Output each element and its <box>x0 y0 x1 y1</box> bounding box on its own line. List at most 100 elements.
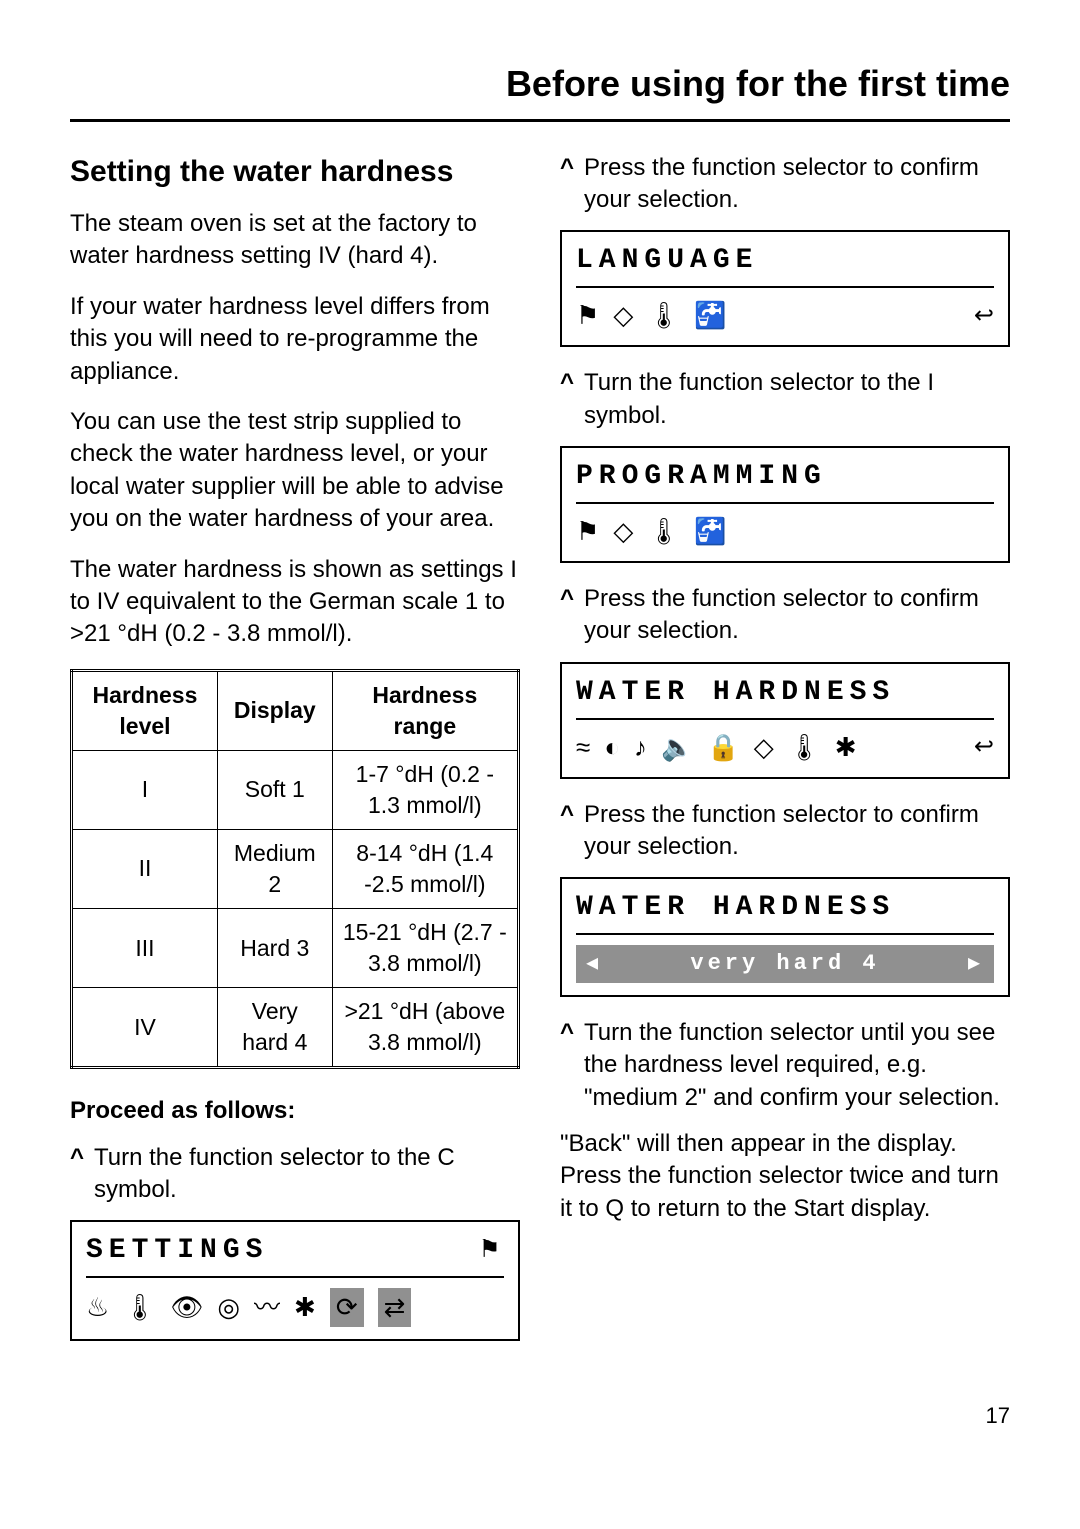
table-cell: II <box>72 829 218 908</box>
intro-para-4: The water hardness is shown as settings … <box>70 554 520 651</box>
thermometer-icon: 🌡 <box>123 1290 156 1325</box>
tap-icon: 🚰 <box>694 298 726 333</box>
table-header-row: Hardness level Display Hardness range <box>72 670 519 750</box>
table-row: I Soft 1 1-7 °dH (0.2 - 1.3 mmol/l) <box>72 750 519 829</box>
table-cell: 1-7 °dH (0.2 - 1.3 mmol/l) <box>332 750 518 829</box>
display-divider <box>576 502 994 504</box>
col-header: Display <box>217 670 332 750</box>
enter-icon: ↩ <box>974 300 994 332</box>
table-row: IV Very hard 4 >21 °dH (above 3.8 mmol/l… <box>72 988 519 1068</box>
left-arrow-icon: ◀ <box>586 951 602 978</box>
table-cell: Hard 3 <box>217 909 332 988</box>
diamond-icon: ◇ <box>754 730 774 765</box>
diamond-icon: ◇ <box>613 298 633 333</box>
table-cell: Very hard 4 <box>217 988 332 1068</box>
display-divider <box>86 1276 504 1278</box>
eye-icon: 👁 <box>170 1290 203 1325</box>
lock-icon: 🔒 <box>707 730 739 765</box>
step-text: Turn the function selector to the I symb… <box>584 367 1010 432</box>
steam-icon: ≈ <box>576 730 590 765</box>
step-confirm-1: ^ Press the function selector to confirm… <box>560 152 1010 217</box>
flag-icon: ⚑ <box>576 514 599 549</box>
spiral-icon: ◎ <box>217 1290 240 1325</box>
hardness-table: Hardness level Display Hardness range I … <box>70 669 520 1069</box>
right-column: ^ Press the function selector to confirm… <box>560 152 1010 1362</box>
step-text: Press the function selector to confirm y… <box>584 799 1010 864</box>
star-icon: ✱ <box>294 1290 316 1325</box>
intro-para-2: If your water hardness level differs fro… <box>70 291 520 388</box>
display-title: LANGUAGE <box>576 242 758 280</box>
table-row: III Hard 3 15-21 °dH (2.7 - 3.8 mmol/l) <box>72 909 519 988</box>
display-title: PROGRAMMING <box>576 458 827 496</box>
step-text: Turn the function selector until you see… <box>584 1017 1010 1114</box>
volume-icon: 🔈 <box>661 730 693 765</box>
bullet-caret-icon: ^ <box>560 367 574 432</box>
language-display-panel: LANGUAGE ⚑ ◇ 🌡 🚰 ↩ <box>560 230 1010 347</box>
bullet-caret-icon: ^ <box>560 152 574 217</box>
icon-row: ⚑ ◇ 🌡 🚰 ↩ <box>576 298 994 333</box>
intro-para-1: The steam oven is set at the factory to … <box>70 208 520 273</box>
intro-para-3: You can use the test strip supplied to c… <box>70 406 520 536</box>
table-cell: Medium 2 <box>217 829 332 908</box>
display-title-row: SETTINGS ⚑ <box>86 1232 504 1270</box>
table-cell: IV <box>72 988 218 1068</box>
table-cell: >21 °dH (above 3.8 mmol/l) <box>332 988 518 1068</box>
thermometer-icon: 🌡 <box>647 514 680 549</box>
table-cell: 8-14 °dH (1.4 -2.5 mmol/l) <box>332 829 518 908</box>
section-heading: Setting the water hardness <box>70 152 520 193</box>
loop-icon: ⟳ <box>330 1288 364 1327</box>
display-title-row: WATER HARDNESS <box>576 889 994 927</box>
bullet-caret-icon: ^ <box>560 583 574 648</box>
tap-icon: ✱ <box>835 730 857 765</box>
page-title: Before using for the first time <box>70 60 1010 122</box>
flag-icon: ⚑ <box>576 298 599 333</box>
two-column-layout: Setting the water hardness The steam ove… <box>70 152 1010 1362</box>
display-divider <box>576 933 994 935</box>
icon-row: ⚑ ◇ 🌡 🚰 <box>576 514 994 549</box>
table-cell: 15-21 °dH (2.7 - 3.8 mmol/l) <box>332 909 518 988</box>
display-title: SETTINGS <box>86 1232 268 1270</box>
enter-icon: ↩ <box>974 731 994 763</box>
adjust-icon: ⇄ <box>378 1288 412 1327</box>
table-cell: III <box>72 909 218 988</box>
table-cell: Soft 1 <box>217 750 332 829</box>
programming-display-panel: PROGRAMMING ⚑ ◇ 🌡 🚰 <box>560 446 1010 563</box>
wave-icon: 〰 <box>254 1290 280 1325</box>
display-title-row: LANGUAGE <box>576 242 994 280</box>
final-paragraph: "Back" will then appear in the display. … <box>560 1128 1010 1225</box>
contrast-icon: ◐ <box>604 730 620 765</box>
icon-row: ≈ ◐ ♪ 🔈 🔒 ◇ 🌡 ✱ ↩ <box>576 730 994 765</box>
col-header: Hardness range <box>332 670 518 750</box>
steam-icon: ♨ <box>86 1290 109 1325</box>
water-hardness-panel-2: WATER HARDNESS ◀ very hard 4 ▶ <box>560 877 1010 996</box>
display-title-row: PROGRAMMING <box>576 458 994 496</box>
diamond-icon: ◇ <box>613 514 633 549</box>
page-number: 17 <box>70 1401 1010 1431</box>
bullet-caret-icon: ^ <box>70 1142 84 1207</box>
step-turn-l: ^ Turn the function selector to the I sy… <box>560 367 1010 432</box>
flag-icon: ⚑ <box>481 1232 504 1270</box>
col-header: Hardness level <box>72 670 218 750</box>
display-divider <box>576 718 994 720</box>
selected-value: very hard 4 <box>690 949 879 979</box>
table-row: II Medium 2 8-14 °dH (1.4 -2.5 mmol/l) <box>72 829 519 908</box>
proceed-subheading: Proceed as follows: <box>70 1095 520 1127</box>
thermometer-icon: 🌡 <box>647 298 680 333</box>
step-turn-select-hardness: ^ Turn the function selector until you s… <box>560 1017 1010 1114</box>
step-turn-c: ^ Turn the function selector to the C sy… <box>70 1142 520 1207</box>
display-title: WATER HARDNESS <box>576 674 895 712</box>
display-title: WATER HARDNESS <box>576 889 895 927</box>
tap-icon: 🚰 <box>694 514 726 549</box>
step-text: Press the function selector to confirm y… <box>584 583 1010 648</box>
right-arrow-icon: ▶ <box>968 951 984 978</box>
bullet-caret-icon: ^ <box>560 1017 574 1114</box>
table-cell: I <box>72 750 218 829</box>
water-hardness-panel-1: WATER HARDNESS ≈ ◐ ♪ 🔈 🔒 ◇ 🌡 ✱ ↩ <box>560 662 1010 779</box>
note-icon: ♪ <box>634 730 647 765</box>
thermometer-icon: 🌡 <box>788 730 821 765</box>
selected-value-bar: ◀ very hard 4 ▶ <box>576 945 994 983</box>
display-title-row: WATER HARDNESS <box>576 674 994 712</box>
bullet-caret-icon: ^ <box>560 799 574 864</box>
step-confirm-2: ^ Press the function selector to confirm… <box>560 583 1010 648</box>
settings-display-panel: SETTINGS ⚑ ♨ 🌡 👁 ◎ 〰 ✱ ⟳ ⇄ <box>70 1220 520 1341</box>
